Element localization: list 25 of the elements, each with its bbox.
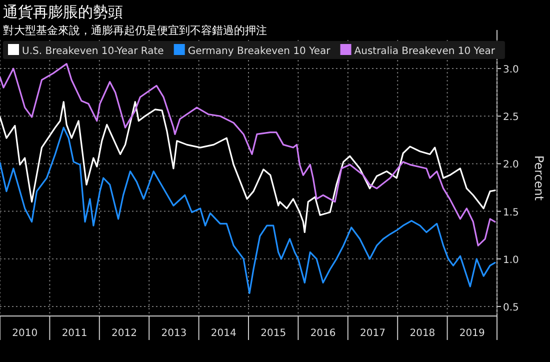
x-tick-label: 2019	[459, 328, 485, 339]
subtitle: 對大型基金來說，通膨再起仍是便宜到不容錯過的押注	[3, 24, 267, 37]
legend-label: Germany Breakeven 10 Year	[188, 46, 332, 57]
legend-label: U.S. Breakeven 10-Year Rate	[22, 46, 164, 57]
y-tick-label: 3.0	[503, 64, 519, 76]
line-series	[0, 101, 496, 234]
x-tick-label: 2017	[360, 328, 386, 339]
x-tick-label: 2013	[161, 328, 187, 339]
title: 通貨再膨脹的勢頭	[3, 3, 123, 21]
y-tick-label: 0.5	[503, 302, 519, 314]
legend-label: Australia Breakeven 10 Year	[354, 46, 496, 57]
line-series	[0, 62, 496, 246]
y-tick-label: 1.5	[503, 207, 519, 218]
x-tick-label: 2016	[310, 328, 336, 339]
line-series	[0, 126, 496, 294]
y-tick-label: 1.0	[503, 254, 519, 266]
x-tick-label: 2015	[260, 328, 286, 339]
x-tick-label: 2018	[410, 328, 436, 339]
x-tick-label: 2012	[112, 328, 137, 339]
x-tick-label: 2014	[210, 328, 236, 339]
y-tick-label: 2.5	[503, 112, 519, 124]
y-tick-label: 2.0	[503, 160, 519, 171]
x-tick-label: 2010	[12, 328, 38, 339]
x-tick-label: 2011	[62, 328, 88, 339]
y-axis-title: Percent	[532, 155, 546, 201]
